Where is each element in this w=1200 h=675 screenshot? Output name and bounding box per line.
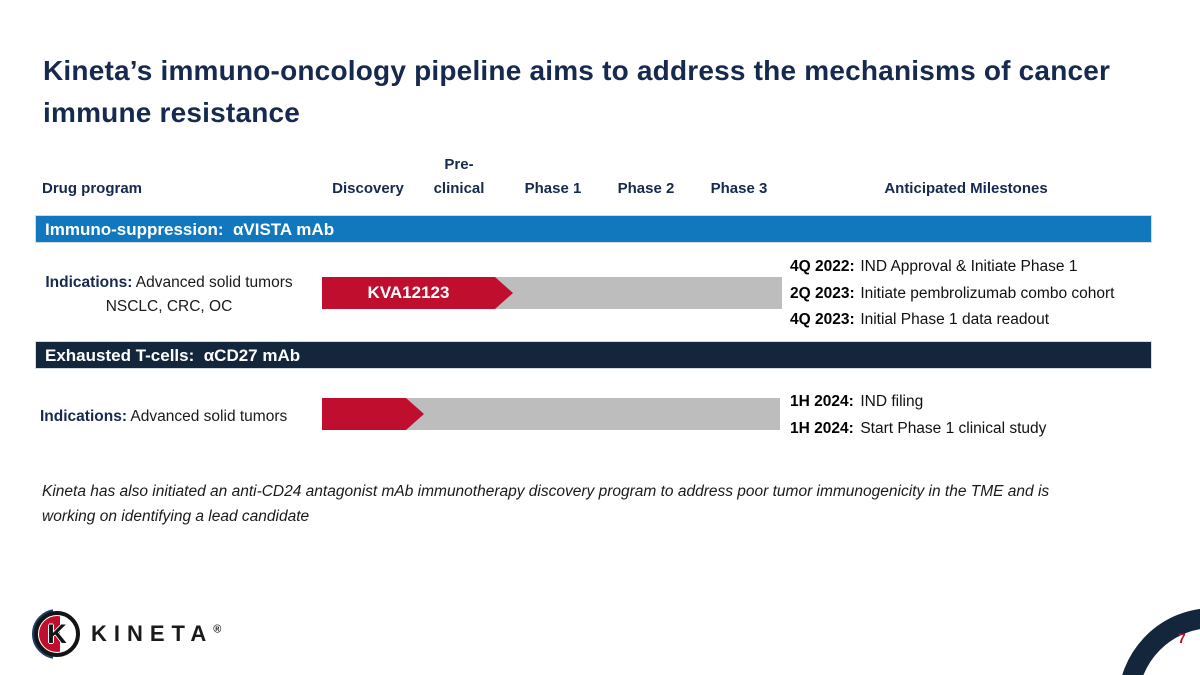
pipeline-arrow-acd27 [322,398,424,430]
corner-arc-decoration [1118,608,1200,675]
milestone-item: 2Q 2023: Initiate pembrolizumab combo co… [790,281,1114,308]
indications-label: Indications: [40,408,127,425]
milestone-item: 4Q 2022: IND Approval & Initiate Phase 1 [790,254,1114,281]
milestone-text: Initial Phase 1 data readout [860,311,1050,328]
indications-subtypes: NSCLC, CRC, OC [105,298,233,315]
milestone-item: 4Q 2023: Initial Phase 1 data readout [790,307,1114,334]
page-number: 7 [1178,630,1186,646]
logo-k-letter: K [47,618,67,649]
milestone-text: IND Approval & Initiate Phase 1 [860,258,1078,275]
pipeline-bar-program-1: KVA12123 [322,277,782,309]
milestone-item: 1H 2024: IND filing [790,389,1046,416]
milestone-date: 4Q 2023: [790,311,855,328]
column-header-preclinical-line2: clinical [433,180,485,197]
milestone-date: 1H 2024: [790,393,854,410]
program-banner-exhausted-t-cells: Exhausted T-cells: αCD27 mAb [35,341,1152,369]
indications-text: Advanced solid tumors [126,408,288,425]
column-header-preclinical-line1: Pre- [444,156,474,173]
logo-name: KINETA [91,621,214,646]
footnote: Kineta has also initiated an anti-CD24 a… [42,483,1050,525]
milestone-date: 2Q 2023: [790,284,855,302]
milestone-text: Start Phase 1 clinical study [860,419,1047,437]
milestones-program-1: 4Q 2022: IND Approval & Initiate Phase 1… [790,254,1114,334]
milestone-date: 4Q 2022: [790,258,855,275]
column-header-phase1: Phase 1 [524,180,582,197]
kineta-logo: K KINETA® [32,609,221,659]
column-header-phase3: Phase 3 [710,180,768,197]
milestone-date: 1H 2024: [790,419,854,437]
program-banner-immuno-suppression: Immuno-suppression: αVISTA mAb [35,215,1152,243]
indications-label: Indications: [45,274,133,291]
milestone-text: IND filing [860,393,924,410]
column-header-discovery: Discovery [332,180,404,197]
registered-trademark-icon: ® [213,623,222,636]
indications-program-1: Indications: Advanced solid tumors NSCLC… [40,271,298,319]
pipeline-bar-program-2 [322,398,780,430]
milestone-item: 1H 2024: Start Phase 1 clinical study [790,416,1046,443]
logo-wordmark: KINETA® [91,621,221,647]
indications-text: Advanced solid tumors [132,274,293,291]
milestones-program-2: 1H 2024: IND filing 1H 2024: Start Phase… [790,389,1046,442]
page-title: Kineta’s immuno-oncology pipeline aims t… [43,55,1111,128]
milestone-text: Initiate pembrolizumab combo cohort [860,284,1115,302]
column-header-anticipated-milestones: Anticipated Milestones [884,180,1048,197]
column-header-phase2: Phase 2 [617,180,675,197]
logo-red-fill [39,616,75,652]
indications-program-2: Indications: Advanced solid tumors [40,405,298,429]
pipeline-arrow-kva12123: KVA12123 [322,277,513,309]
kineta-logo-icon: K [32,609,81,659]
column-header-drug-program: Drug program [42,180,143,197]
